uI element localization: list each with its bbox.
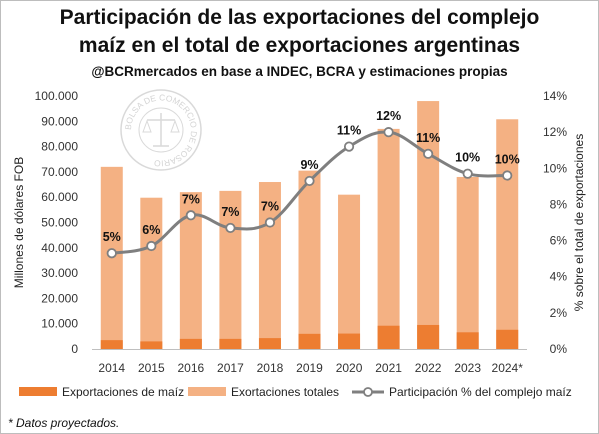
chart-title-line-2: maíz en el total de exportaciones argent… [78, 34, 521, 57]
share-data-label: 5% [103, 230, 121, 244]
y-tick-label: 10.000 [41, 317, 78, 331]
bar-total-exports [456, 176, 479, 349]
legend-swatch-corn-exports [19, 387, 57, 396]
y-axis-title: Millones de dólares FOB [12, 157, 26, 288]
bar-total-exports [417, 101, 440, 349]
bar-total-exports [377, 128, 400, 349]
x-tick-label: 2021 [375, 361, 402, 375]
bar-corn-exports [417, 324, 440, 349]
bar-total-exports [179, 192, 202, 349]
share-data-label: 12% [376, 109, 401, 123]
share-point [225, 222, 236, 234]
share-data-label: 9% [300, 158, 318, 172]
y-tick-label: 30.000 [41, 266, 78, 280]
bar-corn-exports [219, 338, 242, 349]
y-tick-label: 100.000 [35, 89, 79, 103]
x-tick-label: 2022 [415, 361, 442, 375]
y2-tick-label: 14% [543, 89, 567, 103]
bar-total-exports [140, 197, 163, 349]
share-point [264, 217, 276, 228]
share-data-label: 11% [337, 124, 361, 138]
share-point [343, 141, 355, 152]
share-point [185, 210, 196, 221]
x-tick-label: 2024* [492, 361, 524, 375]
legend-label-total-exports: Exortaciones totales [231, 385, 339, 399]
x-tick-label: 2018 [257, 361, 284, 375]
bar-corn-exports [338, 333, 361, 349]
x-tick-label: 2019 [296, 361, 323, 375]
share-data-label: 7% [221, 205, 239, 219]
y2-tick-label: 0% [550, 342, 568, 356]
bar-total-exports [298, 170, 321, 349]
scales-of-justice-seal-icon: BOLSA DE COMERCIO DE ROSARIO [120, 89, 202, 171]
legend-label-corn-exports: Exportaciones de maíz [62, 385, 184, 399]
bar-corn-exports [496, 329, 519, 349]
share-point [383, 127, 394, 138]
y-tick-label: 40.000 [41, 241, 78, 255]
bar-corn-exports [179, 338, 202, 349]
share-point [423, 148, 434, 159]
share-data-label: 11% [416, 131, 440, 145]
share-point [502, 170, 513, 181]
share-point [304, 175, 315, 187]
bar-corn-exports [258, 338, 281, 349]
x-tick-label: 2023 [454, 361, 481, 375]
y2-axis-title: % sobre el total de exportaciones [572, 134, 586, 311]
legend-swatch-total-exports [188, 387, 226, 396]
y2-tick-label: 8% [550, 197, 568, 211]
x-tick-label: 2016 [178, 361, 205, 375]
chart-title-line-1: Participación de las exportaciones del c… [59, 6, 540, 29]
y2-tick-label: 4% [550, 270, 568, 284]
y2-tick-label: 12% [543, 125, 567, 139]
bar-corn-exports [298, 333, 321, 349]
legend-swatch-share-marker [363, 387, 373, 397]
bar-total-exports [219, 190, 242, 349]
share-data-label: 10% [495, 153, 520, 167]
share-data-label: 10% [455, 151, 480, 165]
share-point [462, 168, 473, 179]
y2-tick-label: 2% [550, 306, 568, 320]
x-tick-label: 2014 [98, 361, 125, 375]
share-point [106, 248, 117, 259]
bar-total-exports [338, 194, 361, 349]
bar-corn-exports [456, 332, 479, 349]
x-tick-label: 2015 [138, 361, 165, 375]
share-data-label: 7% [261, 200, 279, 214]
y-tick-label: 0 [71, 342, 78, 356]
bar-corn-exports [140, 341, 163, 349]
y-tick-label: 20.000 [41, 291, 78, 305]
chart-subtitle: @BCRmercados en base a INDEC, BCRA y est… [91, 64, 508, 79]
x-tick-label: 2017 [217, 361, 244, 375]
chart-title: Participación de las exportaciones del c… [0, 4, 599, 60]
legend-label-share: Participación % del complejo maíz [389, 385, 572, 399]
share-data-label: 6% [142, 223, 160, 237]
y-tick-label: 80.000 [41, 140, 78, 154]
share-data-label: 7% [182, 192, 200, 206]
footnote: * Datos proyectados. [8, 416, 120, 430]
y-tick-label: 60.000 [41, 190, 78, 204]
bar-corn-exports [377, 325, 400, 349]
y-tick-label: 70.000 [41, 165, 78, 179]
share-point [146, 240, 157, 252]
y-tick-label: 50.000 [41, 216, 78, 230]
y2-tick-label: 6% [550, 234, 568, 248]
x-tick-label: 2020 [336, 361, 363, 375]
y2-tick-label: 10% [543, 161, 567, 175]
y-tick-label: 90.000 [41, 114, 78, 128]
bar-corn-exports [100, 340, 123, 349]
